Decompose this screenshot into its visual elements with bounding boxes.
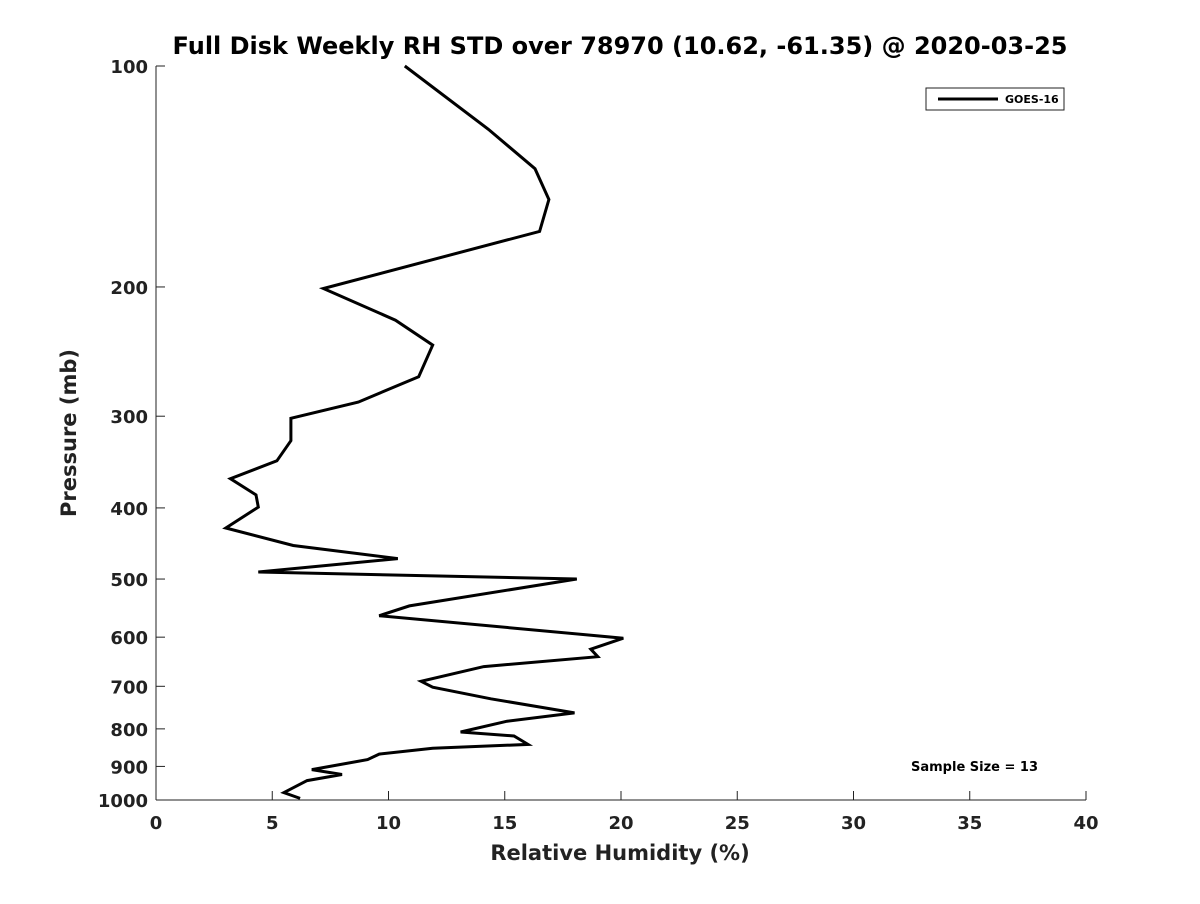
plot-area: 0 5 10 15 20 25 30 35 40 100 200 300 400 500 600 700 80… [98,57,1099,834]
sample-size-annotation: Sample Size = 13 [911,760,1038,775]
x-tick-label: 40 [1073,813,1098,834]
x-tick-label: 10 [376,813,401,834]
x-tick-label: 0 [150,813,163,834]
x-tick-label: 35 [957,813,982,834]
x-tick-label: 30 [841,813,866,834]
y-tick-label: 400 [110,499,148,520]
x-axis-ticks: 0 5 10 15 20 25 30 35 40 [150,791,1099,834]
y-axis-label: Pressure (mb) [57,349,81,517]
x-tick-label: 20 [608,813,633,834]
y-tick-label: 1000 [98,791,148,812]
y-tick-label: 600 [110,628,148,649]
legend: GOES-16 [925,87,1065,111]
x-tick-label: 25 [725,813,750,834]
chart-title: Full Disk Weekly RH STD over 78970 (10.6… [173,32,1068,60]
y-tick-label: 700 [110,677,148,698]
plot-background [156,66,1086,800]
x-tick-label: 15 [492,813,517,834]
y-tick-label: 500 [110,570,148,591]
x-tick-label: 5 [266,813,279,834]
series-line-goes-16 [222,64,624,800]
y-tick-label: 900 [110,757,148,778]
y-tick-label: 300 [110,407,148,428]
y-tick-label: 100 [110,57,148,78]
series-layer [222,64,624,800]
legend-label-goes-16: GOES-16 [1005,93,1059,106]
y-tick-label: 800 [110,720,148,741]
y-tick-label: 200 [110,278,148,299]
x-axis-label: Relative Humidity (%) [490,841,749,865]
y-axis-ticks: 100 200 300 400 500 600 700 800 900 1000 [98,57,165,812]
